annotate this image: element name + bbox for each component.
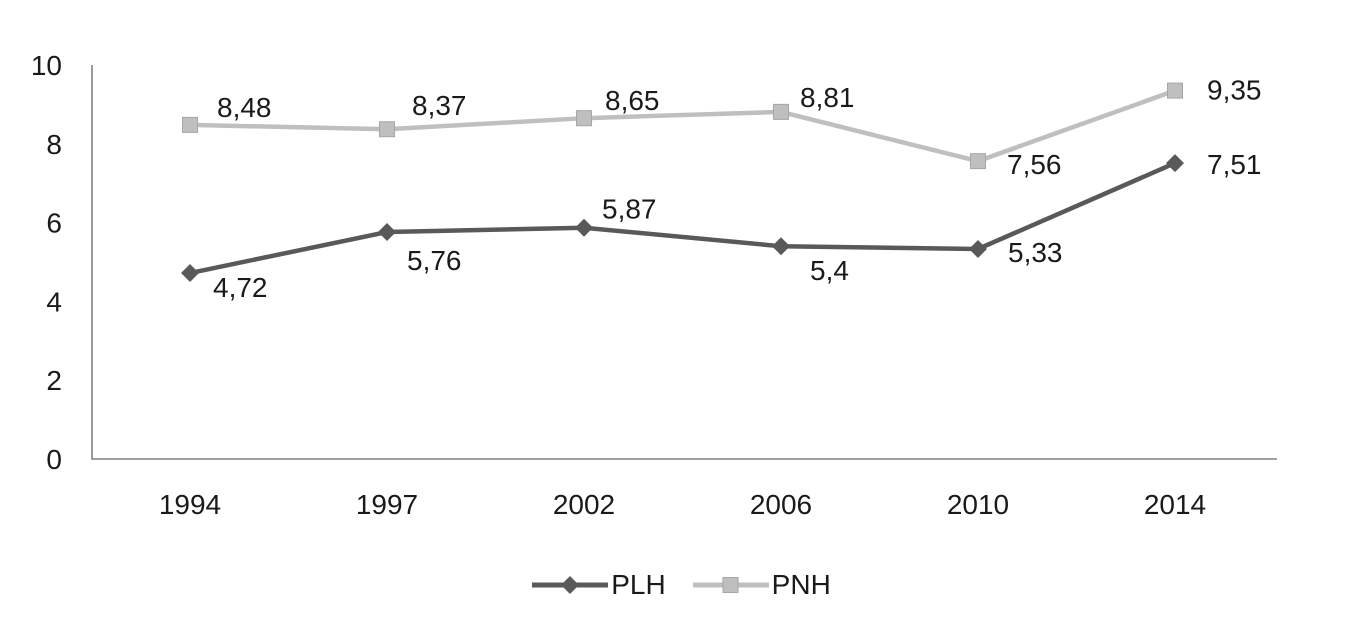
- series-line-plh: [189, 161, 1176, 276]
- legend-item-pnh: PNH: [692, 571, 831, 599]
- data-point-plh: [1166, 154, 1184, 173]
- data-label-plh: 5,87: [602, 194, 657, 225]
- data-label-plh: 7,51: [1207, 149, 1262, 180]
- y-tick-label: 2: [46, 365, 62, 396]
- data-point-pnh: [576, 110, 592, 127]
- data-point-pnh: [970, 153, 986, 170]
- data-point-plh: [181, 264, 199, 283]
- data-point-pnh: [1167, 82, 1183, 99]
- y-tick-label: 0: [46, 444, 62, 475]
- x-tick-label: 2014: [1144, 489, 1206, 520]
- data-label-plh: 5,4: [810, 255, 849, 286]
- data-point-plh: [969, 239, 987, 258]
- data-point-plh: [575, 218, 593, 237]
- y-tick-label: 8: [46, 129, 62, 160]
- data-label-pnh: 7,56: [1007, 149, 1062, 180]
- data-point-pnh: [773, 103, 789, 120]
- data-point-pnh: [182, 116, 198, 133]
- legend: PLH PNH: [0, 571, 1362, 599]
- y-tick-label: 4: [46, 286, 62, 317]
- data-point-plh: [772, 237, 790, 256]
- series-line-pnh: [189, 88, 1176, 164]
- plh-line-marker-icon: [532, 576, 609, 594]
- data-point-pnh: [379, 121, 395, 138]
- data-label-pnh: 8,37: [412, 90, 467, 121]
- axis-lines: [91, 65, 1277, 460]
- x-tick-label: 1994: [159, 489, 221, 520]
- data-label-plh: 5,76: [407, 245, 462, 276]
- legend-label-plh: PLH: [611, 569, 666, 600]
- y-tick-label: 10: [31, 50, 62, 81]
- data-label-pnh: 8,48: [217, 92, 272, 123]
- pnh-line-marker-icon: [692, 577, 769, 593]
- y-tick-label: 6: [46, 208, 62, 239]
- x-tick-label: 2002: [553, 489, 615, 520]
- x-tick-label: 2010: [947, 489, 1009, 520]
- x-tick-label: 1997: [356, 489, 418, 520]
- data-label-plh: 4,72: [213, 272, 268, 303]
- x-tick-label: 2006: [750, 489, 812, 520]
- legend-label-pnh: PNH: [771, 569, 831, 600]
- data-label-pnh: 9,35: [1207, 75, 1262, 106]
- data-label-pnh: 8,65: [605, 85, 660, 116]
- data-label-plh: 5,33: [1008, 237, 1063, 268]
- data-point-plh: [378, 223, 396, 242]
- legend-item-plh: PLH: [531, 569, 666, 600]
- data-label-pnh: 8,81: [800, 82, 855, 113]
